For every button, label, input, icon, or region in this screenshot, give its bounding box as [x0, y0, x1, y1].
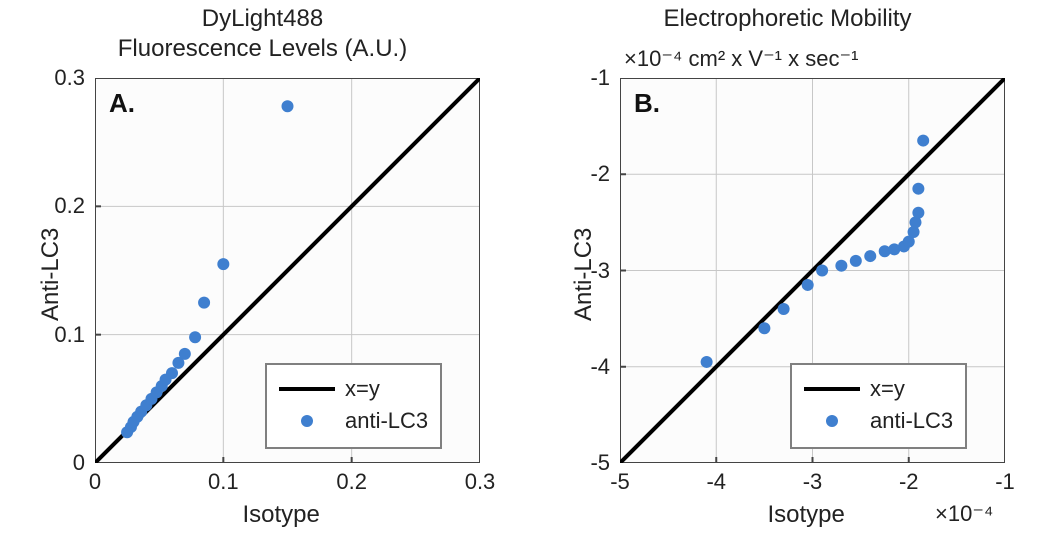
panel-b-y-exponent: ×10⁻⁴ cm² x V⁻¹ x sec⁻¹ — [624, 46, 858, 72]
legend-line-icon — [279, 387, 335, 391]
legend-label-line: x=y — [345, 375, 380, 404]
panel-b-tag: B. — [634, 88, 660, 119]
y-tick-label: -3 — [590, 258, 610, 284]
x-tick-label: 0.1 — [208, 469, 239, 495]
panel-a-title: DyLight488 Fluorescence Levels (A.U.) — [0, 4, 525, 64]
legend-row-line: x=y — [804, 373, 953, 405]
x-tick-label: 0.2 — [336, 469, 367, 495]
panel-a-ylabel: Anti-LC3 — [37, 227, 65, 320]
legend-row-line: x=y — [279, 373, 428, 405]
y-tick-label: 0.1 — [54, 322, 85, 348]
legend-label-line: x=y — [870, 375, 905, 404]
x-tick-label: -2 — [899, 469, 919, 495]
figure: DyLight488 Fluorescence Levels (A.U.) An… — [0, 0, 1050, 548]
y-tick-label: -1 — [590, 65, 610, 91]
panel-a: DyLight488 Fluorescence Levels (A.U.) An… — [0, 0, 525, 548]
legend-label-dot: anti-LC3 — [870, 407, 953, 436]
legend-line-icon — [804, 387, 860, 391]
legend-dot-icon — [301, 415, 313, 427]
y-tick-label: -2 — [590, 161, 610, 187]
y-tick-label: -4 — [590, 354, 610, 380]
legend-dot-icon — [826, 415, 838, 427]
y-tick-label: -5 — [590, 450, 610, 476]
x-tick-label: -1 — [995, 469, 1015, 495]
legend-row-dot: anti-LC3 — [804, 405, 953, 437]
x-tick-label: -4 — [706, 469, 726, 495]
panel-a-title-line2: Fluorescence Levels (A.U.) — [0, 34, 525, 64]
panel-b: Electrophoretic Mobility ×10⁻⁴ cm² x V⁻¹… — [525, 0, 1050, 548]
legend-swatch-dot — [279, 409, 335, 433]
legend-swatch-line — [804, 377, 860, 401]
x-tick-label: -3 — [803, 469, 823, 495]
panel-a-title-line1: DyLight488 — [0, 4, 525, 34]
panel-a-tag: A. — [109, 88, 135, 119]
panel-b-units: cm² x V⁻¹ x sec⁻¹ — [689, 46, 859, 71]
panel-b-xlabel: Isotype — [768, 501, 845, 529]
panel-b-x-exponent: ×10⁻⁴ — [935, 501, 993, 527]
y-tick-label: 0 — [73, 450, 85, 476]
y-tick-label: 0.2 — [54, 193, 85, 219]
legend-swatch-line — [279, 377, 335, 401]
panel-a-xlabel: Isotype — [243, 501, 320, 529]
legend-row-dot: anti-LC3 — [279, 405, 428, 437]
legend-label-dot: anti-LC3 — [345, 407, 428, 436]
panel-b-y-exp-prefix: ×10⁻⁴ — [624, 46, 682, 71]
panel-b-legend: x=y anti-LC3 — [790, 363, 967, 449]
x-tick-label: -5 — [610, 469, 630, 495]
x-tick-label: 0 — [89, 469, 101, 495]
x-tick-label: 0.3 — [465, 469, 496, 495]
panel-b-title: Electrophoretic Mobility — [525, 4, 1050, 34]
panel-a-legend: x=y anti-LC3 — [265, 363, 442, 449]
y-tick-label: 0.3 — [54, 65, 85, 91]
panel-b-title-line1: Electrophoretic Mobility — [525, 4, 1050, 34]
legend-swatch-dot — [804, 409, 860, 433]
